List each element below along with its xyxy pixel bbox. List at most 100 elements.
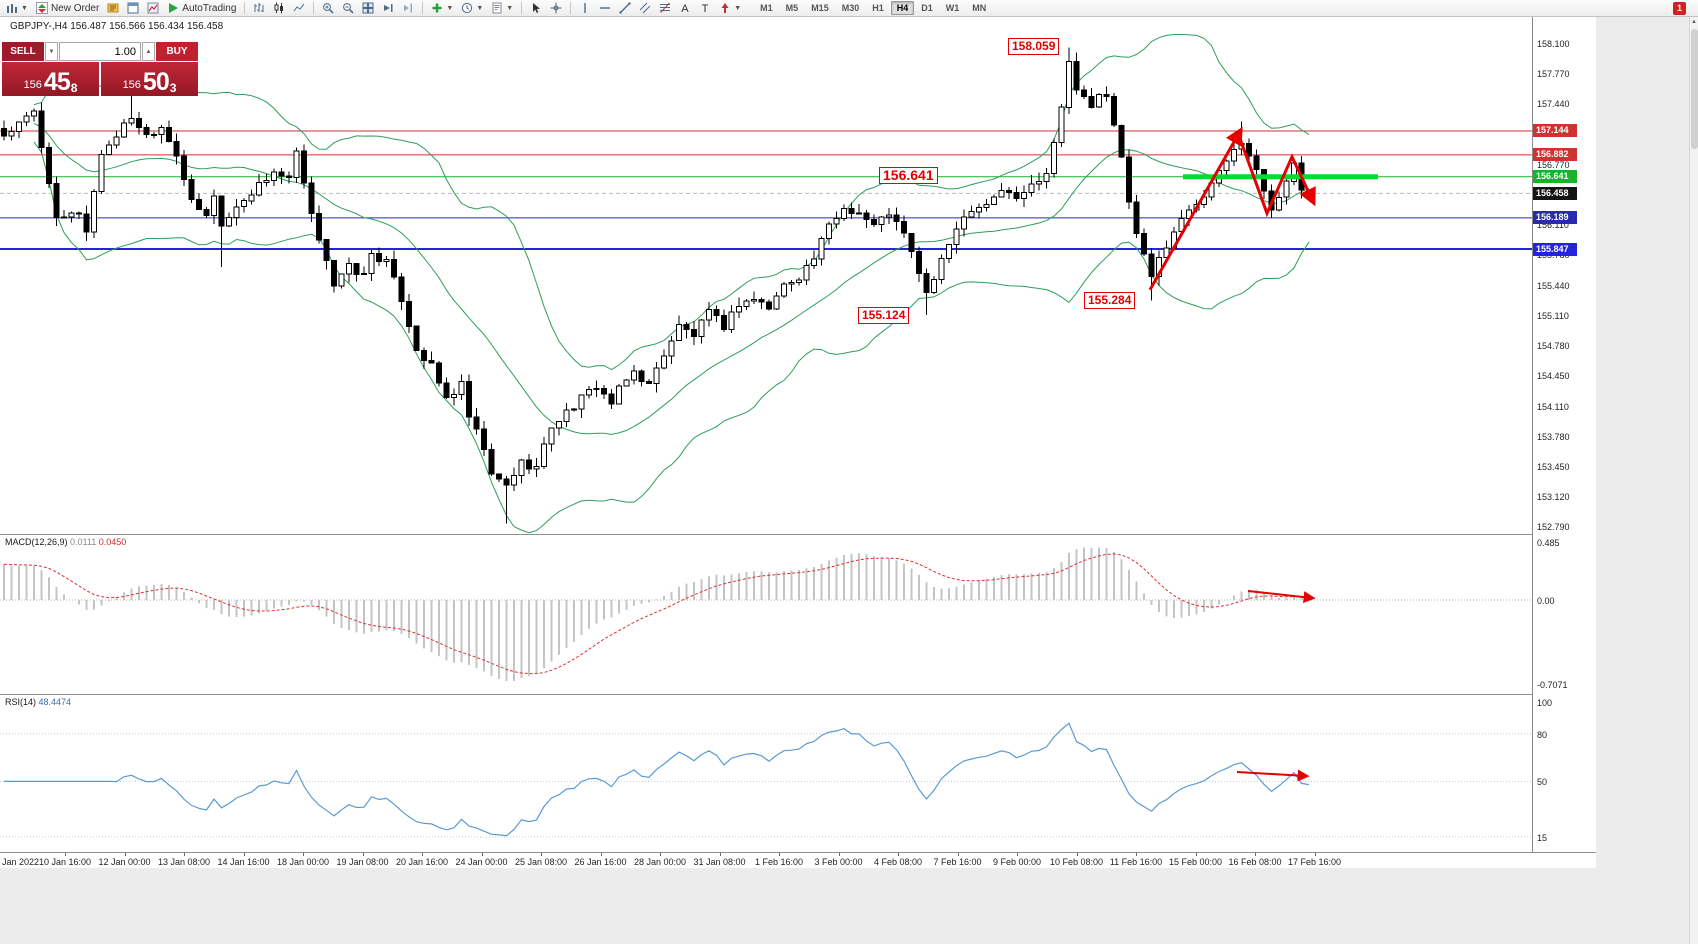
text-icon: A xyxy=(681,3,689,14)
channel-button[interactable] xyxy=(636,1,654,16)
crosshair-button[interactable] xyxy=(547,1,565,16)
new-chart-button[interactable]: ▼ xyxy=(3,1,31,16)
autotrading-button[interactable]: AutoTrading xyxy=(164,1,239,16)
timeframe-mn-button[interactable]: MN xyxy=(972,3,987,13)
time-axis-label: 20 Jan 16:00 xyxy=(395,857,449,867)
time-axis-tick xyxy=(660,853,661,856)
data-window-button[interactable] xyxy=(124,1,142,16)
scrollbar-thumb[interactable] xyxy=(1691,29,1698,149)
timeframe-m15-button[interactable]: M15 xyxy=(811,3,829,13)
price-axis-label: 155.440 xyxy=(1537,281,1570,292)
one-click-trading-widget: SELL ▼ ▲ BUY 156 45 8 156 50 3 xyxy=(2,42,198,96)
macd-signal-value: 0.0450 xyxy=(98,537,127,547)
cursor-icon xyxy=(533,3,541,13)
new-order-label: New Order xyxy=(50,2,100,14)
time-axis-label: 4 Feb 08:00 xyxy=(873,857,923,867)
strategy-tester-button[interactable] xyxy=(144,1,162,16)
vertical-line-button[interactable] xyxy=(576,1,594,16)
time-axis[interactable]: Jan 2022 10 Jan 16:00 12 Jan 00:00 13 Jan 0… xyxy=(0,852,1596,868)
timeframe-w1-button[interactable]: W1 xyxy=(945,3,960,13)
fibonacci-button[interactable] xyxy=(656,1,674,16)
indicators-button[interactable]: ▼ xyxy=(428,1,456,16)
trendline-button[interactable] xyxy=(616,1,634,16)
time-axis-label: 17 Feb 16:00 xyxy=(1287,857,1342,867)
templates-button[interactable]: ▼ xyxy=(488,1,516,16)
time-axis-label: 16 Feb 08:00 xyxy=(1228,857,1282,867)
line-chart-button[interactable] xyxy=(290,1,308,16)
buy-price-panel[interactable]: 156 50 3 xyxy=(101,62,198,96)
timeframe-m5-button[interactable]: M5 xyxy=(785,3,799,13)
time-axis-label: 13 Jan 08:00 xyxy=(157,857,211,867)
time-axis-tick xyxy=(719,853,721,856)
time-axis-tick xyxy=(838,853,840,856)
price-line-label: 156.882 xyxy=(1533,148,1577,162)
vertical-scrollbar[interactable]: ▲ xyxy=(1689,17,1698,944)
candlestick-chart-button[interactable] xyxy=(270,1,288,16)
time-axis-tick xyxy=(65,853,66,856)
macd-panel-divider[interactable] xyxy=(0,534,1596,535)
periods-icon xyxy=(462,2,473,14)
tile-windows-button[interactable] xyxy=(359,1,377,16)
new-chart-icon xyxy=(7,4,17,13)
arrows-button[interactable]: ▼ xyxy=(716,1,744,16)
ask-pip-fraction: 3 xyxy=(169,81,177,95)
price-callout[interactable]: 155.284 xyxy=(1084,292,1136,309)
cursor-button[interactable] xyxy=(527,1,545,16)
rsi-panel-canvas[interactable] xyxy=(0,694,1532,852)
price-axis-label: 153.780 xyxy=(1537,432,1570,443)
time-axis-label: 25 Jan 08:00 xyxy=(514,857,568,867)
volume-input[interactable] xyxy=(59,42,141,61)
volume-increase-button[interactable]: ▲ xyxy=(142,42,155,61)
time-axis-tick xyxy=(1195,853,1197,856)
timeframe-m30-button[interactable]: M30 xyxy=(841,3,860,13)
toolbar-separator xyxy=(570,2,572,14)
time-axis-label: 31 Jan 08:00 xyxy=(693,857,746,867)
buy-button[interactable]: BUY xyxy=(156,42,198,61)
price-callout[interactable]: 156.641 xyxy=(879,167,938,184)
macd-panel-canvas[interactable] xyxy=(0,534,1532,694)
ask-pips: 50 xyxy=(142,68,170,96)
autotrading-label: AutoTrading xyxy=(182,2,237,14)
rsi-value: 48.4474 xyxy=(38,697,72,707)
time-axis-tick xyxy=(481,853,483,856)
time-axis-label: 10 Jan 16:00 xyxy=(38,857,92,867)
price-line-label: 157.144 xyxy=(1533,124,1577,138)
zoom-in-button[interactable] xyxy=(319,1,337,16)
text-label-button[interactable]: T xyxy=(696,1,714,16)
notifications-badge[interactable]: 1 xyxy=(1673,2,1686,15)
scroll-up-icon[interactable]: ▲ xyxy=(1691,19,1697,25)
macd-axis-label: 0.485 xyxy=(1537,538,1560,548)
timeframe-h1-button[interactable]: H1 xyxy=(872,3,884,13)
price-callout[interactable]: 155.124 xyxy=(858,307,910,324)
price-callout[interactable]: 158.059 xyxy=(1008,38,1060,55)
auto-scroll-button[interactable] xyxy=(379,1,397,16)
auto-scroll-icon xyxy=(384,4,393,12)
zoom-out-button[interactable] xyxy=(339,1,357,16)
price-axis-label: 152.790 xyxy=(1537,522,1570,533)
bar-chart-button[interactable] xyxy=(250,1,268,16)
price-chart-canvas[interactable] xyxy=(0,17,1532,534)
sell-button[interactable]: SELL xyxy=(2,42,44,61)
horizontal-line-button[interactable] xyxy=(596,1,614,16)
strategy-tester-icon xyxy=(147,2,159,14)
text-button[interactable]: A xyxy=(676,1,694,16)
indicators-icon xyxy=(432,3,442,13)
periods-button[interactable]: ▼ xyxy=(458,1,486,16)
chart-shift-button[interactable] xyxy=(399,1,417,16)
price-axis-label: 153.450 xyxy=(1537,462,1570,473)
sell-price-panel[interactable]: 156 45 8 xyxy=(2,62,99,96)
timeframe-d1-button[interactable]: D1 xyxy=(921,3,933,13)
time-axis-tick xyxy=(184,853,185,856)
time-axis-label: 7 Feb 16:00 xyxy=(933,857,982,867)
new-order-button[interactable]: New Order xyxy=(33,1,102,16)
time-axis-tick xyxy=(422,853,423,856)
price-axis-label: 156.770 xyxy=(1537,160,1570,171)
timeframe-h4-button[interactable]: H4 xyxy=(890,1,915,15)
time-axis-label: 11 Feb 16:00 xyxy=(1109,857,1163,867)
timeframe-m1-button[interactable]: M1 xyxy=(760,3,773,13)
volume-decrease-button[interactable]: ▼ xyxy=(45,42,58,61)
price-axis[interactable]: 158.100157.770157.440157.110156.770156.4… xyxy=(1532,17,1596,852)
new-order-icon xyxy=(35,2,48,14)
rsi-panel-divider[interactable] xyxy=(0,694,1596,695)
metaeditor-button[interactable] xyxy=(104,1,122,16)
